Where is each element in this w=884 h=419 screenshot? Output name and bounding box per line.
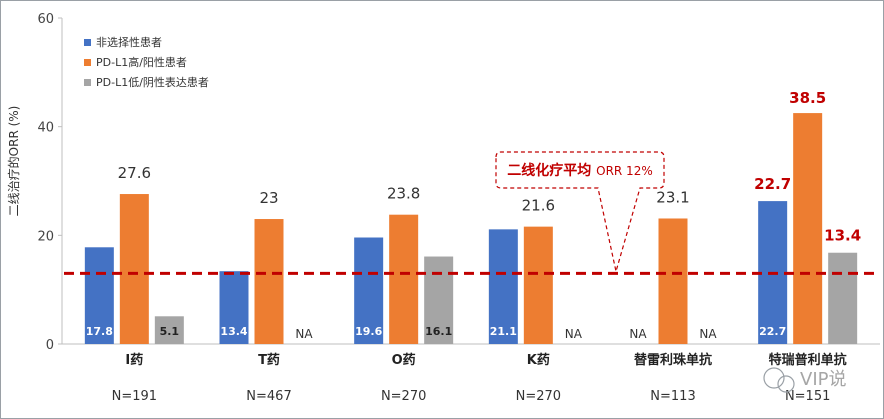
bar-1 xyxy=(84,247,114,344)
wechat-icon xyxy=(763,367,785,389)
callout-text: 二线化疗平均 ORR 12% xyxy=(507,162,652,179)
legend-swatch xyxy=(84,79,91,86)
y-tick-label: 0 xyxy=(46,338,54,353)
sample-size-label: N=270 xyxy=(516,389,561,404)
callout-box xyxy=(495,151,665,272)
sample-size-label: N=151 xyxy=(785,389,830,404)
data-label: 22.7 xyxy=(754,175,791,193)
data-label-na: NA xyxy=(629,327,647,341)
legend-label: PD-L1高/阳性患者 xyxy=(96,55,187,69)
data-label: 5.1 xyxy=(160,325,180,338)
data-label: 13.4 xyxy=(220,325,247,338)
data-label: 23.1 xyxy=(656,188,689,206)
data-label: 19.6 xyxy=(355,325,382,338)
y-tick-label: 20 xyxy=(37,229,54,244)
y-tick-label: 60 xyxy=(37,12,54,27)
bar-2 xyxy=(254,219,284,344)
x-tick-label: K药 xyxy=(527,352,550,368)
bar-2 xyxy=(793,113,823,344)
sample-size-label: N=113 xyxy=(650,389,695,404)
data-label: 17.8 xyxy=(86,325,113,338)
data-label: 38.5 xyxy=(789,89,826,107)
sample-size-label: N=191 xyxy=(112,389,157,404)
y-tick-label: 40 xyxy=(37,121,54,136)
y-axis-title: 二线治疗的ORR (%) xyxy=(6,106,21,217)
data-label: 16.1 xyxy=(425,325,452,338)
legend-swatch xyxy=(84,59,91,66)
bar-1 xyxy=(219,271,249,344)
x-tick-label: 替雷利珠单抗 xyxy=(634,352,712,368)
wechat-icon-bubble xyxy=(777,375,795,393)
bar-2 xyxy=(119,194,149,344)
data-label: 22.7 xyxy=(759,325,786,338)
sample-size-label: N=270 xyxy=(381,389,426,404)
watermark-text: VIP说 xyxy=(800,369,846,390)
data-label: 21.1 xyxy=(490,325,517,338)
bar-1 xyxy=(488,229,518,344)
bar-2 xyxy=(389,214,419,344)
bar-3 xyxy=(828,252,858,344)
legend-label: 非选择性患者 xyxy=(96,35,162,49)
data-label: 27.6 xyxy=(118,164,151,182)
data-label: 13.4 xyxy=(824,227,861,245)
x-tick-label: I药 xyxy=(125,352,143,368)
bar-1 xyxy=(354,237,384,344)
data-label-na: NA xyxy=(565,327,583,341)
data-label-na: NA xyxy=(295,327,313,341)
callout-prefix: 二线化疗平均 xyxy=(507,162,596,179)
legend-swatch xyxy=(84,39,91,46)
data-label: 23 xyxy=(259,189,278,207)
bar-2 xyxy=(523,226,553,344)
legend-label: PD-L1低/阴性表达患者 xyxy=(96,75,209,89)
data-label: 23.8 xyxy=(387,185,420,203)
x-tick-label: 特瑞普利单抗 xyxy=(769,352,847,368)
bar-3 xyxy=(424,256,454,344)
data-label: 21.6 xyxy=(522,197,555,215)
bar-3 xyxy=(154,316,184,344)
data-label-na: NA xyxy=(699,327,717,341)
bar-2 xyxy=(658,218,688,344)
x-tick-label: O药 xyxy=(392,352,416,368)
sample-size-label: N=467 xyxy=(246,389,291,404)
x-tick-label: T药 xyxy=(258,352,280,368)
callout-suffix: ORR 12% xyxy=(596,164,653,178)
